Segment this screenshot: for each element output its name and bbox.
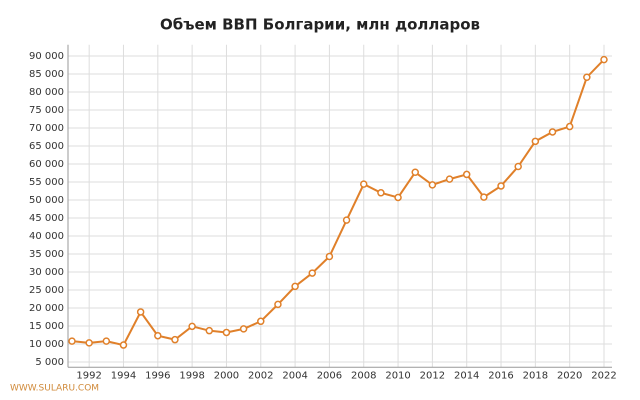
point [239, 325, 248, 333]
point [222, 328, 231, 337]
point [583, 73, 591, 81]
y-tick-label: 10 000 [29, 339, 64, 350]
point [462, 170, 471, 179]
x-tick-label: 1998 [179, 370, 204, 381]
point [394, 193, 402, 202]
point [548, 128, 557, 136]
point [154, 331, 162, 340]
x-tick-label: 1996 [145, 370, 170, 381]
x-tick-label: 2022 [591, 370, 616, 381]
y-tick-label: 50 000 [29, 195, 64, 206]
x-tick-label: 2002 [248, 370, 273, 381]
y-tick-label: 65 000 [29, 141, 64, 152]
point [377, 189, 385, 197]
y-tick-label: 55 000 [29, 177, 64, 188]
y-tick-label: 80 000 [29, 87, 64, 98]
point [565, 122, 574, 131]
x-tick-label: 2006 [317, 370, 342, 381]
x-tick-label: 2004 [282, 370, 307, 381]
point [600, 55, 608, 64]
x-tick-label: 2014 [454, 370, 479, 381]
watermark: WWW.SULARU.COM [10, 384, 99, 394]
point [514, 162, 522, 171]
point [359, 180, 368, 188]
x-tick-label: 1994 [111, 370, 136, 381]
point [497, 182, 505, 190]
x-tick-label: 2018 [523, 370, 548, 381]
point [102, 337, 111, 345]
point [308, 269, 317, 277]
y-tick-label: 30 000 [29, 267, 64, 278]
point [188, 322, 196, 331]
y-tick-label: 75 000 [29, 105, 64, 116]
y-tick-label: 90 000 [29, 51, 64, 62]
point [171, 335, 179, 344]
point [136, 308, 145, 316]
x-tick-label: 2000 [214, 370, 239, 381]
point [531, 137, 540, 146]
point [342, 216, 351, 224]
x-tick-label: 2012 [420, 370, 445, 381]
point [480, 193, 488, 201]
point [257, 317, 265, 326]
y-tick-label: 20 000 [29, 303, 64, 314]
point [291, 282, 299, 291]
y-tick-label: 85 000 [29, 69, 64, 80]
chart-title: Объем ВВП Болгарии, млн долларов [160, 16, 480, 34]
point [428, 181, 437, 189]
point [205, 326, 214, 335]
x-tick-label: 2016 [488, 370, 513, 381]
x-tick-label: 2010 [385, 370, 410, 381]
point [445, 175, 454, 183]
point [411, 168, 419, 177]
y-tick-label: 40 000 [29, 231, 64, 242]
x-tick-label: 2020 [557, 370, 582, 381]
point [274, 300, 282, 309]
x-tick-label: 2008 [351, 370, 376, 381]
point [119, 341, 128, 349]
y-tick-label: 15 000 [29, 321, 64, 332]
y-tick-label: 5 000 [35, 357, 64, 368]
point [85, 339, 93, 347]
y-tick-label: 60 000 [29, 159, 64, 170]
point [68, 337, 76, 345]
x-tick-label: 1992 [76, 370, 101, 381]
y-tick-label: 45 000 [29, 213, 64, 224]
y-tick-label: 35 000 [29, 249, 64, 260]
point [325, 252, 334, 261]
y-tick-label: 25 000 [29, 285, 64, 296]
y-tick-label: 70 000 [29, 123, 64, 134]
